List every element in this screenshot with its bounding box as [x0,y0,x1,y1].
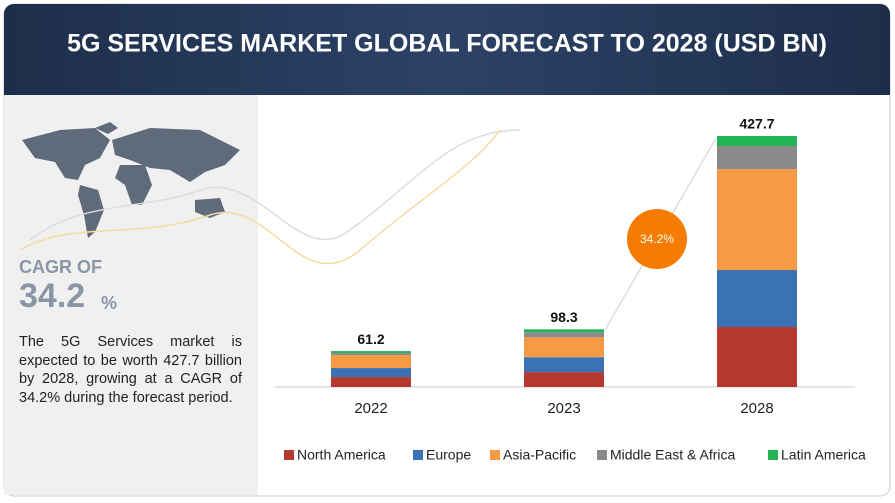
cagr-badge-text: 34.2% [640,232,674,246]
total-label: 427.7 [739,116,774,132]
legend-label: Asia-Pacific [503,447,576,463]
legend-swatch [413,450,423,460]
title: 5G SERVICES MARKET GLOBAL FORECAST TO 20… [67,30,827,58]
x-tick-label: 2028 [740,400,773,417]
bar-segment [717,136,797,147]
decor-curve [19,129,501,265]
decor-curve [29,129,521,241]
bar-segment [524,332,604,338]
total-label: 98.3 [550,309,577,325]
cagr-unit: % [101,293,117,313]
bar-segment [524,329,604,333]
cagr-value: 34.2 [19,277,85,315]
world-map [22,122,240,238]
bar-segment [524,372,604,387]
cagr-badge [627,209,687,269]
header-bg [4,4,890,95]
legend-label: North America [297,447,386,463]
legend-label: Europe [426,447,471,463]
bar-segment [717,327,797,387]
legend-label: Middle East & Africa [610,447,735,463]
bar-segment [717,169,797,271]
bar-segment [524,357,604,373]
bar-segment [524,337,604,358]
bar-segment [717,146,797,170]
bar-segment [331,353,411,356]
x-tick-label: 2023 [547,400,580,417]
legend-label: Latin America [781,447,866,463]
total-label: 61.2 [357,331,384,347]
cagr-label: CAGR OF [19,257,102,277]
bar-segment [331,355,411,369]
legend-swatch [597,450,607,460]
legend-swatch [768,450,778,460]
bar-segment [717,270,797,328]
bar-segment [331,351,411,354]
legend-swatch [490,450,500,460]
legend-swatch [284,450,294,460]
x-tick-label: 2022 [354,400,387,417]
header-bg [4,80,890,95]
bar-segment [331,368,411,378]
bar-segment [331,377,411,387]
description: The 5G Services market is expected to be… [19,334,242,406]
